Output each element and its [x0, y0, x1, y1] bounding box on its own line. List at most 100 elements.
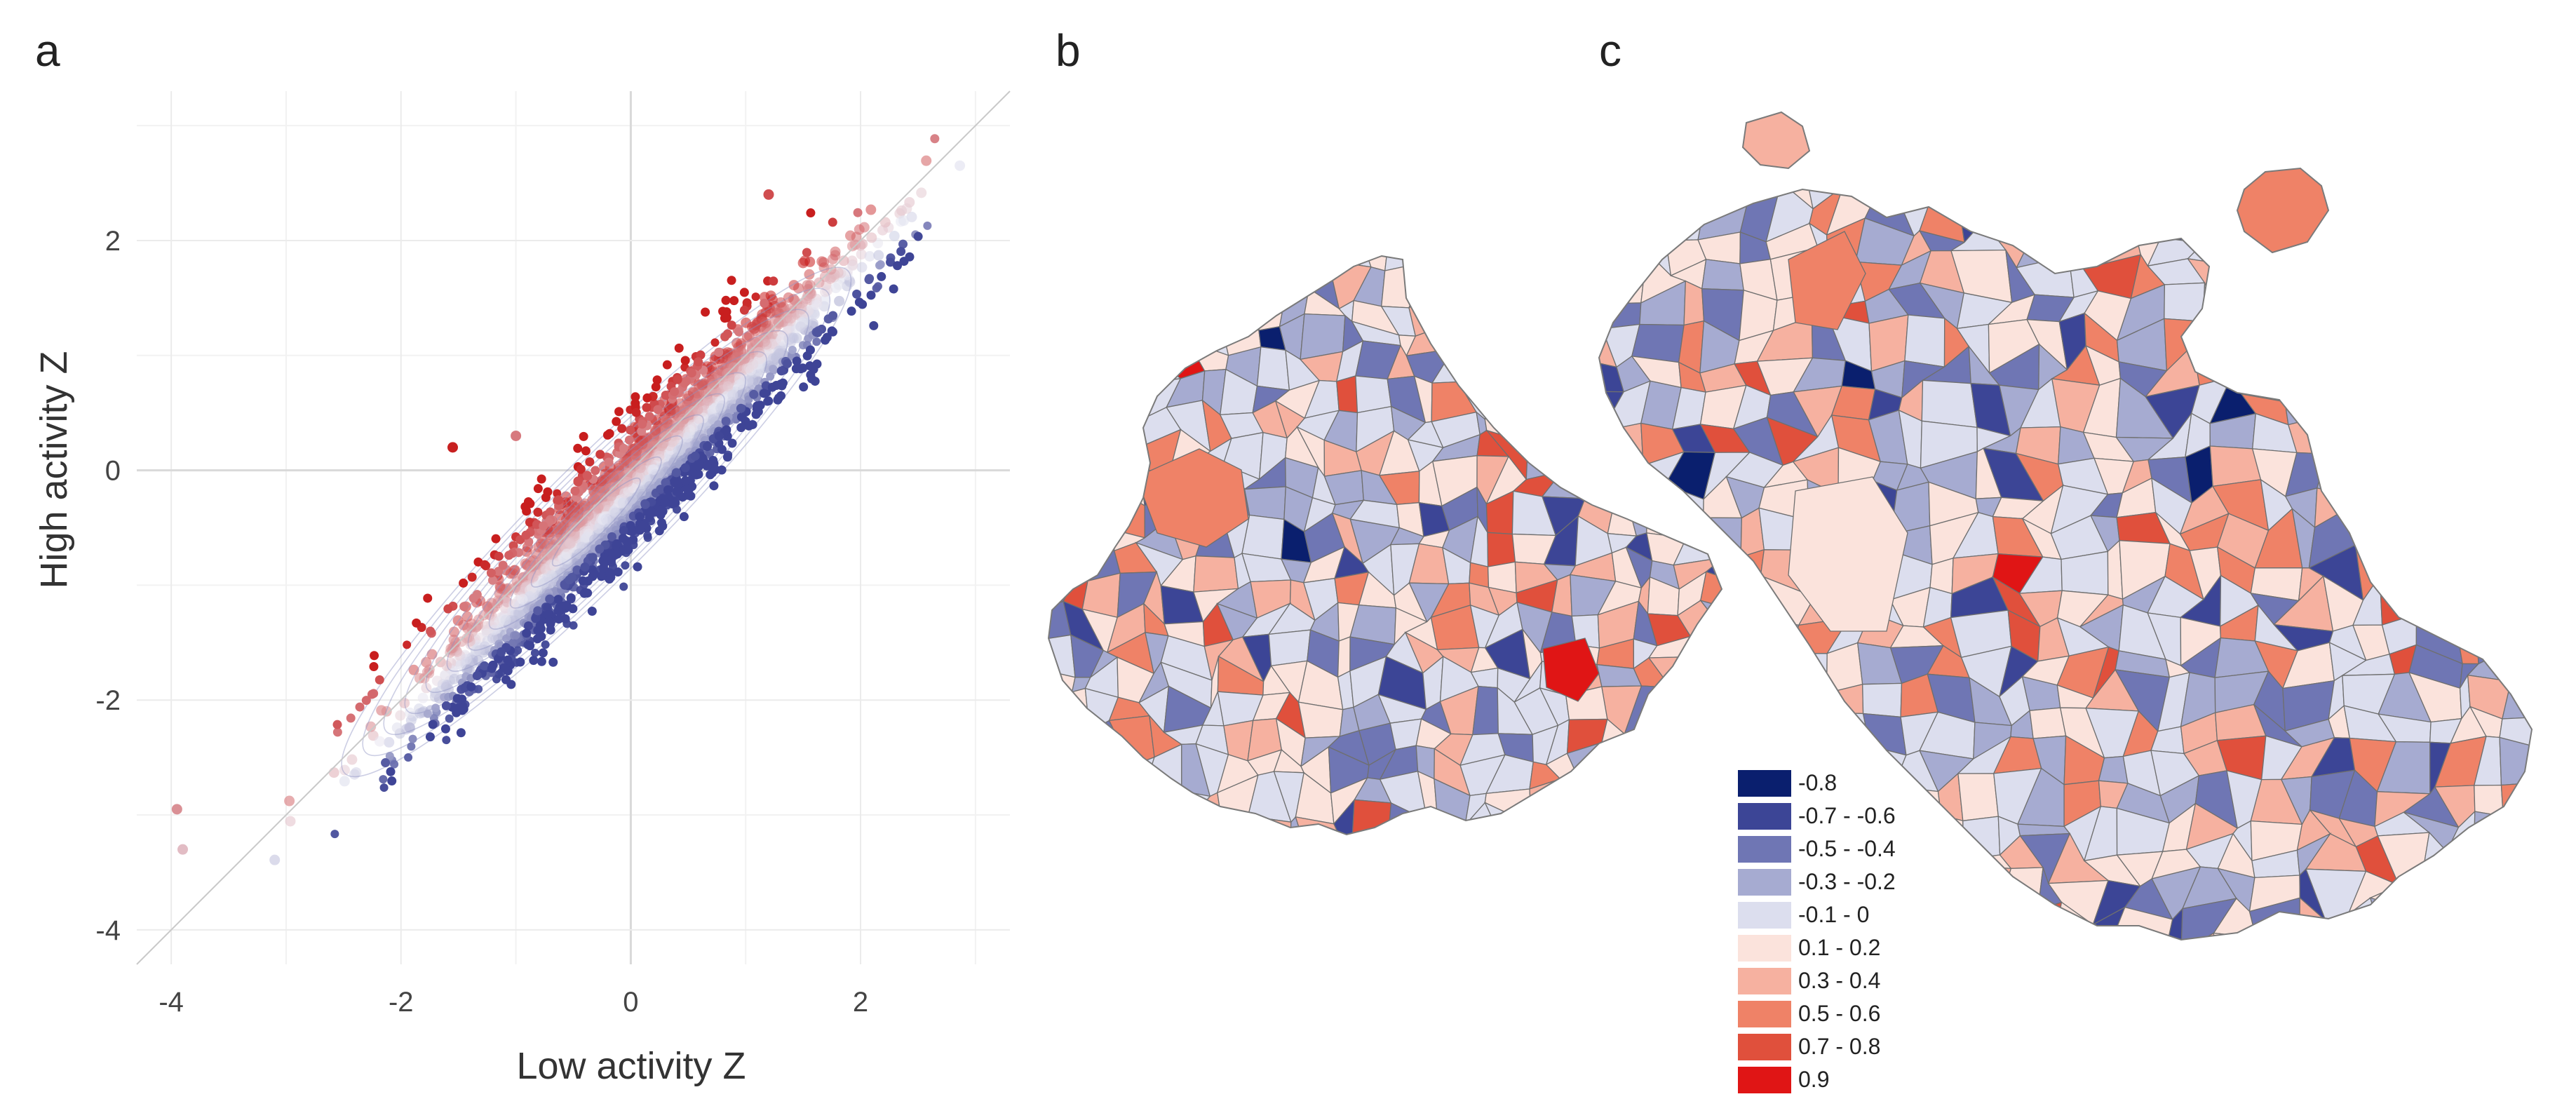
- map-b-municipality: [1048, 496, 1067, 531]
- map-c-exclave-northeast: [2236, 167, 2330, 254]
- map-c-municipality: [1619, 647, 1653, 699]
- scatter-point: [461, 633, 473, 644]
- scatter-point: [703, 442, 713, 452]
- scatter-point: [447, 442, 458, 453]
- map-c-municipality: [2089, 932, 2138, 940]
- map-b-municipality: [1091, 832, 1120, 835]
- map-c-municipality: [2372, 980, 2425, 1010]
- map-b-municipality: [1253, 256, 1285, 304]
- scatter-point: [692, 470, 701, 480]
- map-c-municipality: [1836, 98, 1868, 144]
- map-b-municipality: [1302, 256, 1335, 262]
- scatter-point: [830, 250, 841, 261]
- y-axis-label: High activity Z: [33, 351, 75, 588]
- scatter-point: [553, 534, 564, 545]
- scatter-point: [595, 450, 605, 459]
- scatter-point: [788, 345, 797, 354]
- map-c-municipality: [1607, 901, 1643, 940]
- scatter-point: [269, 854, 281, 865]
- scatter-point: [612, 539, 622, 548]
- scatter-point: [588, 572, 598, 581]
- map-c-municipality: [1630, 701, 1683, 755]
- map-b-municipality: [1048, 811, 1072, 835]
- scatter-point: [445, 714, 454, 723]
- scatter-point: [355, 702, 365, 712]
- map-c-municipality: [2351, 284, 2380, 318]
- scatter-point: [369, 661, 379, 671]
- scatter-point: [788, 280, 800, 291]
- map-c-municipality: [2469, 231, 2519, 274]
- map-b-municipality: [1060, 785, 1089, 823]
- scatter-point: [630, 392, 640, 402]
- map-c-municipality: [2502, 879, 2532, 913]
- map-c-municipality: [2287, 932, 2335, 940]
- scatter-point: [702, 395, 713, 406]
- scatter-point: [864, 250, 875, 262]
- panel-label-c: c: [1599, 25, 1621, 76]
- legend-swatch: [1738, 934, 1791, 962]
- scatter-point: [498, 560, 508, 570]
- map-c-municipality: [2240, 321, 2284, 370]
- scatter-point: [522, 506, 532, 516]
- map-c-municipality: [2352, 978, 2385, 1010]
- scatter-point: [618, 533, 628, 543]
- map-b-municipality: [1048, 553, 1077, 584]
- legend-label: -0.7 - -0.6: [1798, 803, 1896, 828]
- scatter-point: [624, 435, 634, 445]
- map-c-municipality: [2223, 98, 2255, 134]
- scatter-point: [847, 306, 856, 316]
- map-b-municipality: [1138, 840, 1173, 870]
- scatter-point: [614, 407, 624, 417]
- scatter-point: [873, 282, 882, 291]
- map-b-municipality: [1107, 783, 1147, 824]
- scatter-point: [854, 224, 865, 235]
- map-c-municipality: [1900, 98, 1933, 126]
- scatter-point: [607, 532, 617, 541]
- scatter-point: [709, 354, 720, 365]
- scatter-point: [690, 451, 700, 461]
- scatter-point: [539, 521, 548, 531]
- map-c-municipality: [2504, 382, 2532, 425]
- scatter-point: [923, 221, 932, 230]
- map-b-municipality: [1191, 297, 1232, 317]
- map-c-municipality: [2316, 453, 2366, 497]
- scatter-point: [608, 471, 619, 483]
- map-c-municipality: [2371, 934, 2425, 940]
- scatter-point: [901, 203, 912, 214]
- map-b-municipality: [1108, 715, 1155, 767]
- scatter-point: [595, 544, 605, 554]
- map-c-municipality: [2094, 98, 2131, 127]
- map-c-municipality: [1788, 231, 1866, 330]
- map-b-municipality: [1060, 555, 1095, 582]
- scatter-point: [773, 395, 783, 405]
- scatter-point: [408, 734, 417, 743]
- map-b-municipality: [1503, 267, 1520, 305]
- scatter-point: [472, 671, 482, 681]
- scatter-point: [670, 387, 680, 397]
- map-c-municipality: [1734, 613, 1782, 666]
- scatter-point: [606, 572, 616, 582]
- scatter-point: [751, 292, 760, 302]
- map-b-municipality: [1060, 256, 1093, 274]
- scatter-point: [604, 457, 614, 467]
- map-c-municipality: [2349, 414, 2395, 470]
- map-c-municipality: [2449, 376, 2492, 423]
- scatter-point: [865, 204, 877, 215]
- map-c-municipality: [1675, 968, 1707, 1010]
- map-b-municipality: [1060, 745, 1083, 795]
- scatter-point: [759, 389, 769, 398]
- map-c-municipality: [1610, 189, 1649, 234]
- scatter-point: [796, 304, 807, 315]
- scatter-point: [408, 664, 419, 675]
- scatter-point: [440, 682, 452, 693]
- scatter-point: [603, 547, 613, 557]
- map-c-municipality: [1599, 835, 1617, 881]
- map-c-municipality: [1683, 640, 1712, 689]
- map-c-municipality: [1963, 968, 1997, 1011]
- legend-label: -0.1 - 0: [1798, 902, 1870, 927]
- map-c-municipality: [1628, 934, 1680, 940]
- map-b-municipality: [1136, 313, 1171, 365]
- scatter-point: [856, 249, 867, 260]
- map-c-municipality: [1628, 901, 1683, 940]
- map-c-municipality: [2343, 311, 2387, 374]
